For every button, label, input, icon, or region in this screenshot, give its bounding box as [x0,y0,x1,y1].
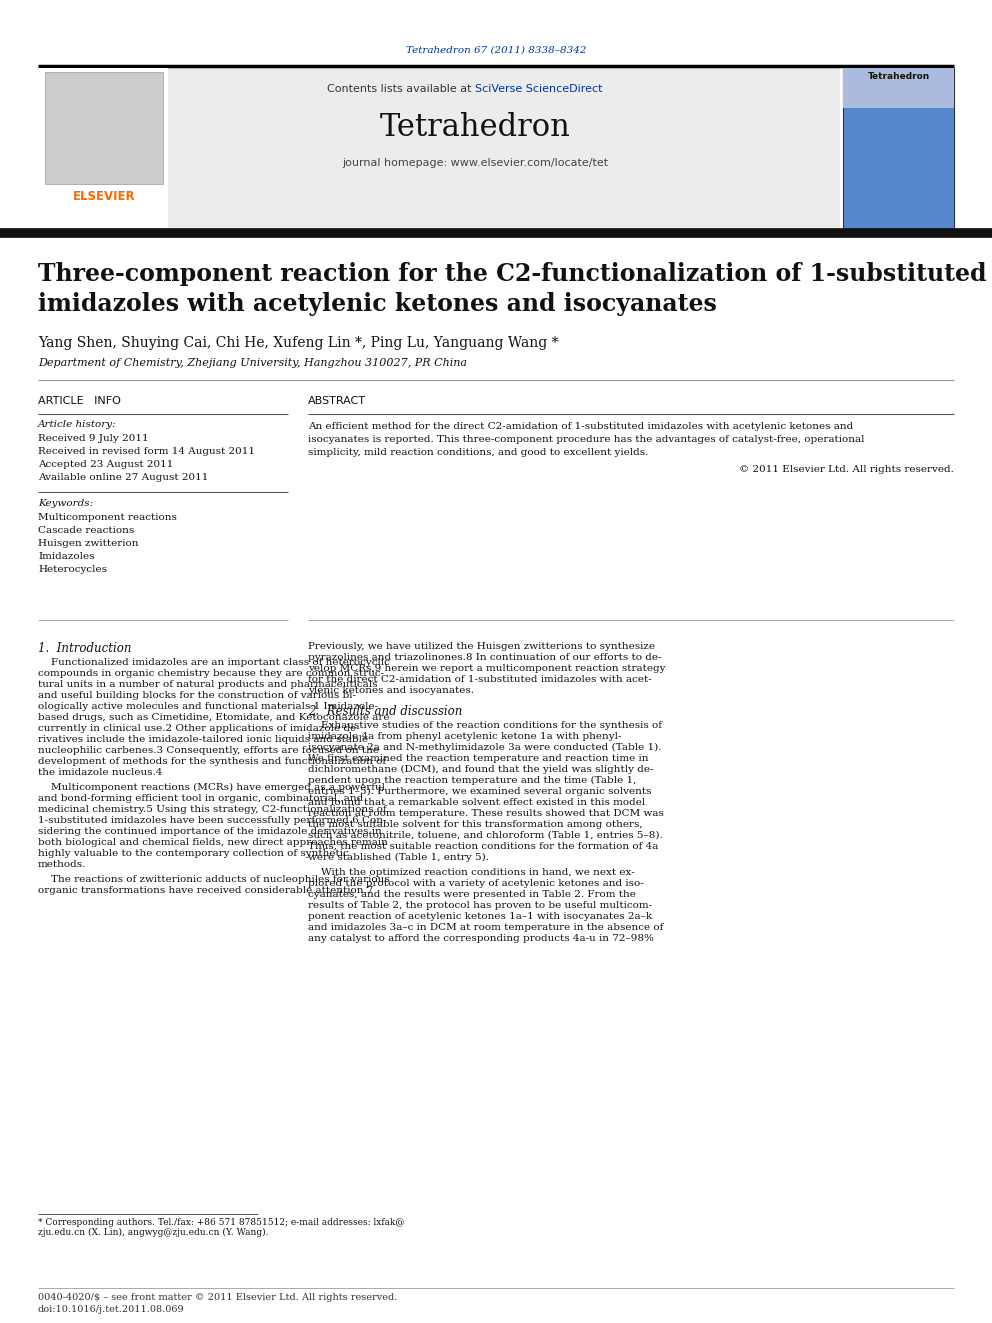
Text: Keywords:: Keywords: [38,499,93,508]
Text: Tetrahedron: Tetrahedron [868,71,930,81]
Text: dichloromethane (DCM), and found that the yield was slightly de-: dichloromethane (DCM), and found that th… [308,765,654,774]
FancyBboxPatch shape [38,67,168,230]
Text: the most suitable solvent for this transformation among others,: the most suitable solvent for this trans… [308,820,643,830]
Text: 2.  Results and discussion: 2. Results and discussion [308,705,462,718]
Text: ELSEVIER: ELSEVIER [72,191,135,202]
Text: based drugs, such as Cimetidine, Etomidate, and Ketoconazole are: based drugs, such as Cimetidine, Etomida… [38,713,390,722]
Text: imidazoles with acetylenic ketones and isocyanates: imidazoles with acetylenic ketones and i… [38,292,717,316]
Text: * Corresponding authors. Tel./fax: +86 571 87851512; e-mail addresses: lxfak@: * Corresponding authors. Tel./fax: +86 5… [38,1218,405,1226]
Text: Multicomponent reactions (MCRs) have emerged as a powerful: Multicomponent reactions (MCRs) have eme… [38,783,385,792]
Text: Tetrahedron: Tetrahedron [380,112,570,143]
Text: Previously, we have utilized the Huisgen zwitterions to synthesize: Previously, we have utilized the Huisgen… [308,642,655,651]
Text: entries 1–5). Furthermore, we examined several organic solvents: entries 1–5). Furthermore, we examined s… [308,787,652,796]
Text: results of Table 2, the protocol has proven to be useful multicom-: results of Table 2, the protocol has pro… [308,901,652,910]
Text: imidazole 4a from phenyl acetylenic ketone 1a with phenyl-: imidazole 4a from phenyl acetylenic keto… [308,732,622,741]
Text: compounds in organic chemistry because they are common struc-: compounds in organic chemistry because t… [38,669,384,677]
Text: journal homepage: www.elsevier.com/locate/tet: journal homepage: www.elsevier.com/locat… [342,157,608,168]
Text: doi:10.1016/j.tet.2011.08.069: doi:10.1016/j.tet.2011.08.069 [38,1304,185,1314]
Text: zju.edu.cn (X. Lin), angwyg@zju.edu.cn (Y. Wang).: zju.edu.cn (X. Lin), angwyg@zju.edu.cn (… [38,1228,269,1237]
Text: Received in revised form 14 August 2011: Received in revised form 14 August 2011 [38,447,255,456]
FancyBboxPatch shape [843,67,954,230]
Text: Imidazoles: Imidazoles [38,552,94,561]
Text: ylenic ketones and isocyanates.: ylenic ketones and isocyanates. [308,687,474,695]
Text: Heterocycles: Heterocycles [38,565,107,574]
Text: Thus, the most suitable reaction conditions for the formation of 4a: Thus, the most suitable reaction conditi… [308,841,659,851]
Text: the imidazole nucleus.4: the imidazole nucleus.4 [38,767,163,777]
Text: methods.: methods. [38,860,86,869]
Text: An efficient method for the direct C2-amidation of 1-substituted imidazoles with: An efficient method for the direct C2-am… [308,422,853,431]
Text: tural units in a number of natural products and pharmaceuticals: tural units in a number of natural produ… [38,680,378,689]
Text: © 2011 Elsevier Ltd. All rights reserved.: © 2011 Elsevier Ltd. All rights reserved… [739,464,954,474]
Text: Exhaustive studies of the reaction conditions for the synthesis of: Exhaustive studies of the reaction condi… [308,721,662,730]
Text: development of methods for the synthesis and functionalization of: development of methods for the synthesis… [38,757,386,766]
Text: Accepted 23 August 2011: Accepted 23 August 2011 [38,460,174,468]
Text: sidering the continued importance of the imidazole derivatives in: sidering the continued importance of the… [38,827,382,836]
Text: 1.  Introduction: 1. Introduction [38,642,132,655]
Text: highly valuable to the contemporary collection of synthetic: highly valuable to the contemporary coll… [38,849,349,859]
Text: rivatives include the imidazole-tailored ionic liquids and stable: rivatives include the imidazole-tailored… [38,736,368,744]
Text: Multicomponent reactions: Multicomponent reactions [38,513,177,523]
Text: medicinal chemistry.5 Using this strategy, C2-functionalizations of: medicinal chemistry.5 Using this strateg… [38,804,387,814]
Text: cyanates, and the results were presented in Table 2. From the: cyanates, and the results were presented… [308,890,636,900]
Text: The reactions of zwitterionic adducts of nucleophiles for various: The reactions of zwitterionic adducts of… [38,875,390,884]
Text: currently in clinical use.2 Other applications of imidazole de-: currently in clinical use.2 Other applic… [38,724,360,733]
Text: velop MCRs,9 herein we report a multicomponent reaction strategy: velop MCRs,9 herein we report a multicom… [308,664,666,673]
Text: 0040-4020/$ – see front matter © 2011 Elsevier Ltd. All rights reserved.: 0040-4020/$ – see front matter © 2011 El… [38,1293,398,1302]
Text: reaction at room temperature. These results showed that DCM was: reaction at room temperature. These resu… [308,808,664,818]
Text: Contents lists available at: Contents lists available at [327,83,475,94]
Text: isocyanate 2a and N-methylimidazole 3a were conducted (Table 1).: isocyanate 2a and N-methylimidazole 3a w… [308,744,662,751]
FancyBboxPatch shape [45,71,163,184]
Text: Three-component reaction for the C2-functionalization of 1-substituted: Three-component reaction for the C2-func… [38,262,986,286]
Text: any catalyst to afford the corresponding products 4a-u in 72–98%: any catalyst to afford the corresponding… [308,934,654,943]
Text: Article history:: Article history: [38,419,117,429]
Text: ponent reaction of acetylenic ketones 1a–1 with isocyanates 2a–k: ponent reaction of acetylenic ketones 1a… [308,912,652,921]
Text: and imidazoles 3a–c in DCM at room temperature in the absence of: and imidazoles 3a–c in DCM at room tempe… [308,923,664,931]
Text: ologically active molecules and functional materials.1 Imidazole-: ologically active molecules and function… [38,703,378,710]
Text: Department of Chemistry, Zhejiang University, Hangzhou 310027, PR China: Department of Chemistry, Zhejiang Univer… [38,359,467,368]
Text: Cascade reactions: Cascade reactions [38,527,134,534]
Text: such as acetonitrile, toluene, and chloroform (Table 1, entries 5–8).: such as acetonitrile, toluene, and chlor… [308,831,663,840]
Text: We first examined the reaction temperature and reaction time in: We first examined the reaction temperatu… [308,754,649,763]
Text: 1-substituted imidazoles have been successfully performed.6 Con-: 1-substituted imidazoles have been succe… [38,816,387,826]
Text: SciVerse ScienceDirect: SciVerse ScienceDirect [475,83,602,94]
Text: Received 9 July 2011: Received 9 July 2011 [38,434,149,443]
Text: plored the protocol with a variety of acetylenic ketones and iso-: plored the protocol with a variety of ac… [308,878,644,888]
Text: for the direct C2-amidation of 1-substituted imidazoles with acet-: for the direct C2-amidation of 1-substit… [308,675,652,684]
Text: nucleophilic carbenes.3 Consequently, efforts are focused on the: nucleophilic carbenes.3 Consequently, ef… [38,746,379,755]
FancyBboxPatch shape [38,67,840,230]
Text: ARTICLE   INFO: ARTICLE INFO [38,396,121,406]
Text: With the optimized reaction conditions in hand, we next ex-: With the optimized reaction conditions i… [308,868,635,877]
Text: organic transformations have received considerable attention.7: organic transformations have received co… [38,886,373,894]
Text: pendent upon the reaction temperature and the time (Table 1,: pendent upon the reaction temperature an… [308,777,637,785]
Text: ABSTRACT: ABSTRACT [308,396,366,406]
Text: Yang Shen, Shuying Cai, Chi He, Xufeng Lin *, Ping Lu, Yanguang Wang *: Yang Shen, Shuying Cai, Chi He, Xufeng L… [38,336,558,351]
Text: Functionalized imidazoles are an important class of heterocyclic: Functionalized imidazoles are an importa… [38,658,390,667]
Text: both biological and chemical fields, new direct approaches remain: both biological and chemical fields, new… [38,837,388,847]
Text: Huisgen zwitterion: Huisgen zwitterion [38,538,139,548]
Text: and found that a remarkable solvent effect existed in this model: and found that a remarkable solvent effe… [308,798,645,807]
Text: isocyanates is reported. This three-component procedure has the advantages of ca: isocyanates is reported. This three-comp… [308,435,864,445]
Text: Tetrahedron 67 (2011) 8338–8342: Tetrahedron 67 (2011) 8338–8342 [406,46,586,56]
Text: and bond-forming efficient tool in organic, combinatorial, and: and bond-forming efficient tool in organ… [38,794,363,803]
FancyBboxPatch shape [843,67,954,108]
Text: and useful building blocks for the construction of various bi-: and useful building blocks for the const… [38,691,356,700]
Text: Available online 27 August 2011: Available online 27 August 2011 [38,474,208,482]
Text: were stablished (Table 1, entry 5).: were stablished (Table 1, entry 5). [308,853,489,863]
Text: simplicity, mild reaction conditions, and good to excellent yields.: simplicity, mild reaction conditions, an… [308,448,649,456]
Text: pyrazolines and triazolinones.8 In continuation of our efforts to de-: pyrazolines and triazolinones.8 In conti… [308,654,662,662]
